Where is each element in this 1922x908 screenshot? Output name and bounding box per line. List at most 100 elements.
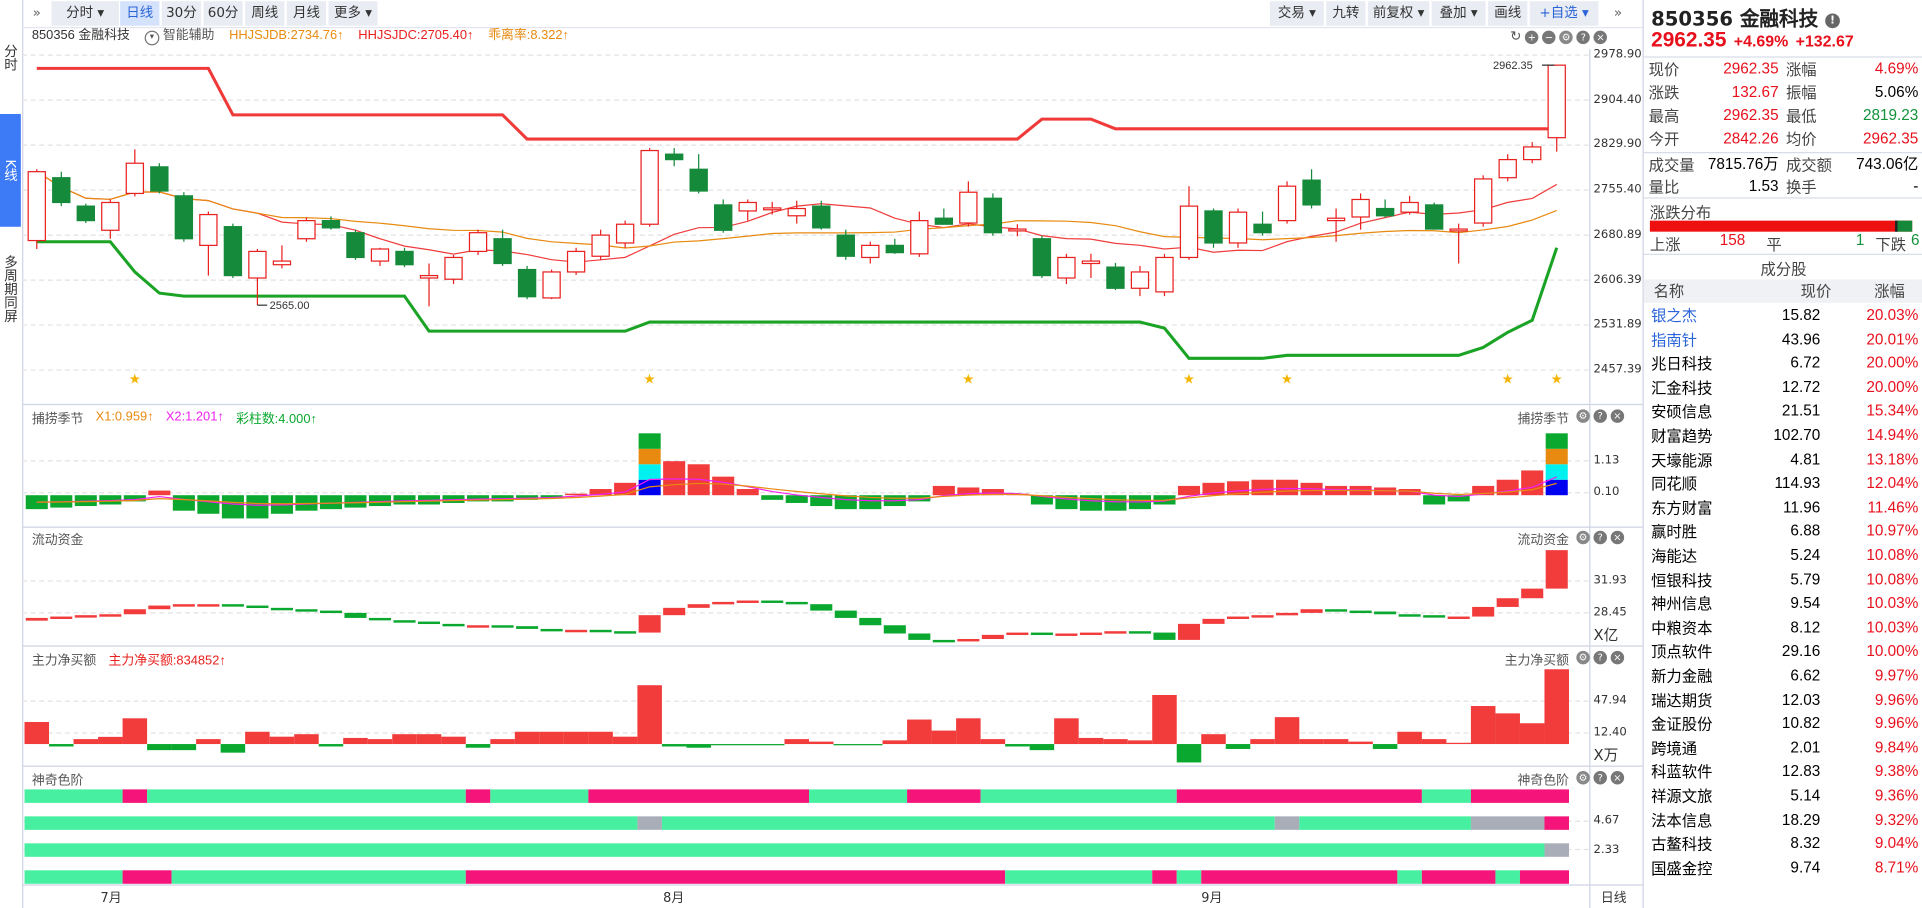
stock-row[interactable]: 跨境通 2.01 9.84%: [1644, 736, 1922, 759]
stock-row[interactable]: 财富趋势 102.70 14.94%: [1644, 424, 1922, 447]
stock-row[interactable]: 东方财富 11.96 11.46%: [1644, 496, 1922, 519]
zoom-out-icon[interactable]: −: [1542, 30, 1556, 45]
stock-row[interactable]: 中粮资本 8.12 10.03%: [1644, 616, 1922, 639]
stock-row[interactable]: 天壕能源 4.81 13.18%: [1644, 448, 1922, 471]
zoom-in-icon[interactable]: +: [1525, 30, 1539, 45]
stock-row[interactable]: 新力金融 6.62 9.97%: [1644, 664, 1922, 687]
stock-name[interactable]: 指南针: [1651, 330, 1698, 349]
stock-row[interactable]: 法本信息 18.29 9.32%: [1644, 809, 1922, 832]
period-30min[interactable]: 30分: [161, 1, 202, 26]
stock-row[interactable]: 国盛金控 9.74 8.71%: [1644, 857, 1922, 880]
stock-pct: 10.97%: [1866, 522, 1919, 540]
stock-row[interactable]: 恒银科技 5.79 10.08%: [1644, 568, 1922, 591]
period-indicator[interactable]: 日线: [1600, 891, 1627, 906]
gear-icon[interactable]: ⚙: [1559, 30, 1573, 45]
stock-row[interactable]: 指南针 43.96 20.01%: [1644, 328, 1922, 351]
period-daily[interactable]: 日线: [120, 1, 160, 26]
close-icon[interactable]: ×: [1610, 409, 1625, 423]
tab-kline[interactable]: K线: [0, 113, 21, 227]
stock-row[interactable]: 顶点软件 29.16 10.00%: [1644, 640, 1922, 663]
col-price[interactable]: 现价: [1800, 281, 1832, 301]
p3-bar: [367, 739, 393, 745]
refresh-icon[interactable]: ↻: [1510, 28, 1522, 45]
expand-button[interactable]: »: [24, 1, 50, 26]
stock-row[interactable]: 汇金科技 12.72 20.00%: [1644, 376, 1922, 399]
stock-row[interactable]: 瑞达期货 12.03 9.96%: [1644, 688, 1922, 711]
stock-row[interactable]: 古鳌科技 8.32 9.04%: [1644, 833, 1922, 856]
p3-bar: [1544, 669, 1569, 745]
smart-assist-toggle[interactable]: ▾ 智能辅助: [144, 27, 214, 46]
color-segment: [171, 870, 466, 884]
period-weekly[interactable]: 周线: [245, 1, 285, 26]
stock-row[interactable]: 神州信息 9.54 10.03%: [1644, 592, 1922, 615]
close-icon[interactable]: ×: [1593, 30, 1608, 45]
stock-row[interactable]: 金证股份 10.82 9.96%: [1644, 712, 1922, 735]
quote-title-text: 850356 金融科技: [1651, 7, 1819, 31]
period-monthly[interactable]: 月线: [286, 1, 327, 26]
col-name[interactable]: 名称: [1653, 281, 1685, 301]
tab-intraday[interactable]: 分时: [2, 44, 19, 72]
p2-bar: [540, 628, 563, 632]
close-icon[interactable]: ×: [1610, 650, 1625, 665]
help-icon[interactable]: ?: [1593, 650, 1607, 665]
p2-bar: [638, 615, 661, 633]
period-intraday[interactable]: 分时 ▾: [51, 1, 119, 26]
stock-row[interactable]: 科蓝软件 12.83 9.38%: [1644, 760, 1922, 783]
help-icon[interactable]: ?: [1593, 771, 1607, 785]
p3-bar: [784, 739, 810, 745]
p2-bar: [1545, 550, 1568, 589]
candle-body: [1008, 228, 1027, 232]
adjust-menu[interactable]: 前复权 ▾: [1367, 1, 1430, 26]
stat-value: 2842.26: [1723, 129, 1779, 148]
draw-button[interactable]: 画线: [1488, 1, 1528, 26]
stock-name[interactable]: 银之杰: [1651, 306, 1698, 325]
overlay-menu[interactable]: 叠加 ▾: [1431, 1, 1486, 26]
stock-row[interactable]: 赢时胜 6.88 10.97%: [1644, 520, 1922, 543]
stat-label: 最高: [1648, 106, 1680, 126]
p1-bar: [589, 489, 612, 496]
p3-bar: [1078, 737, 1104, 745]
collapse-panel-button[interactable]: »: [1605, 1, 1631, 26]
more-menu[interactable]: 更多 ▾: [328, 1, 378, 26]
help-icon[interactable]: ?: [1576, 30, 1591, 45]
p2-bar: [1202, 618, 1225, 624]
trade-menu[interactable]: 交易 ▾: [1269, 1, 1324, 26]
stock-row[interactable]: 安硕信息 21.51 15.34%: [1644, 400, 1922, 423]
tab-multi-period[interactable]: 多周期同屏: [2, 254, 19, 322]
p2-bar: [663, 607, 686, 616]
p2-bar: [810, 604, 833, 611]
p2-bar: [74, 615, 97, 618]
stock-row[interactable]: 兆日科技 6.72 20.00%: [1644, 352, 1922, 375]
gear-icon[interactable]: ⚙: [1576, 771, 1590, 785]
add-watchlist-button[interactable]: +自选 ▾: [1529, 1, 1599, 26]
p2-bar: [1472, 606, 1495, 617]
stock-row[interactable]: 海能达 5.24 10.08%: [1644, 544, 1922, 567]
gear-icon[interactable]: ⚙: [1576, 530, 1590, 545]
p3-bar: [1176, 744, 1202, 763]
info-icon[interactable]: !: [1825, 13, 1840, 29]
stock-row[interactable]: 银之杰 15.82 20.03%: [1644, 304, 1922, 327]
color-segment: [1176, 789, 1422, 803]
close-icon[interactable]: ×: [1610, 530, 1625, 545]
period-60min[interactable]: 60分: [203, 1, 243, 26]
p3-value: 主力净买额:834852↑: [108, 653, 226, 669]
help-icon[interactable]: ?: [1593, 530, 1607, 545]
gear-icon[interactable]: ⚙: [1576, 650, 1590, 665]
stock-row[interactable]: 祥源文旅 5.14 9.36%: [1644, 784, 1922, 807]
stat-label: 涨幅: [1785, 60, 1817, 79]
stock-row[interactable]: 同花顺 114.93 12.04%: [1644, 472, 1922, 495]
close-icon[interactable]: ×: [1610, 771, 1625, 785]
main-chart-controls: ↻ + − ⚙? ×: [1510, 28, 1608, 45]
color-segment: [1274, 816, 1300, 830]
p1-count: 彩柱数:4.000↑: [236, 411, 317, 427]
price-axis-label: 2680.89: [1593, 227, 1642, 242]
stat-label: 振幅: [1785, 83, 1817, 102]
p2-bar: [1226, 616, 1250, 619]
gear-icon[interactable]: ⚙: [1576, 409, 1590, 423]
kline-chart[interactable]: 2962.35 2565.00 ★ ★ ★ ★ ★ ★ ★: [0, 0, 1643, 908]
p2-bar: [908, 633, 931, 640]
col-pct[interactable]: 涨幅: [1874, 281, 1905, 301]
stock-price: 4.81: [1790, 450, 1821, 468]
help-icon[interactable]: ?: [1593, 409, 1607, 423]
nine-turn-button[interactable]: 九转: [1326, 1, 1366, 26]
